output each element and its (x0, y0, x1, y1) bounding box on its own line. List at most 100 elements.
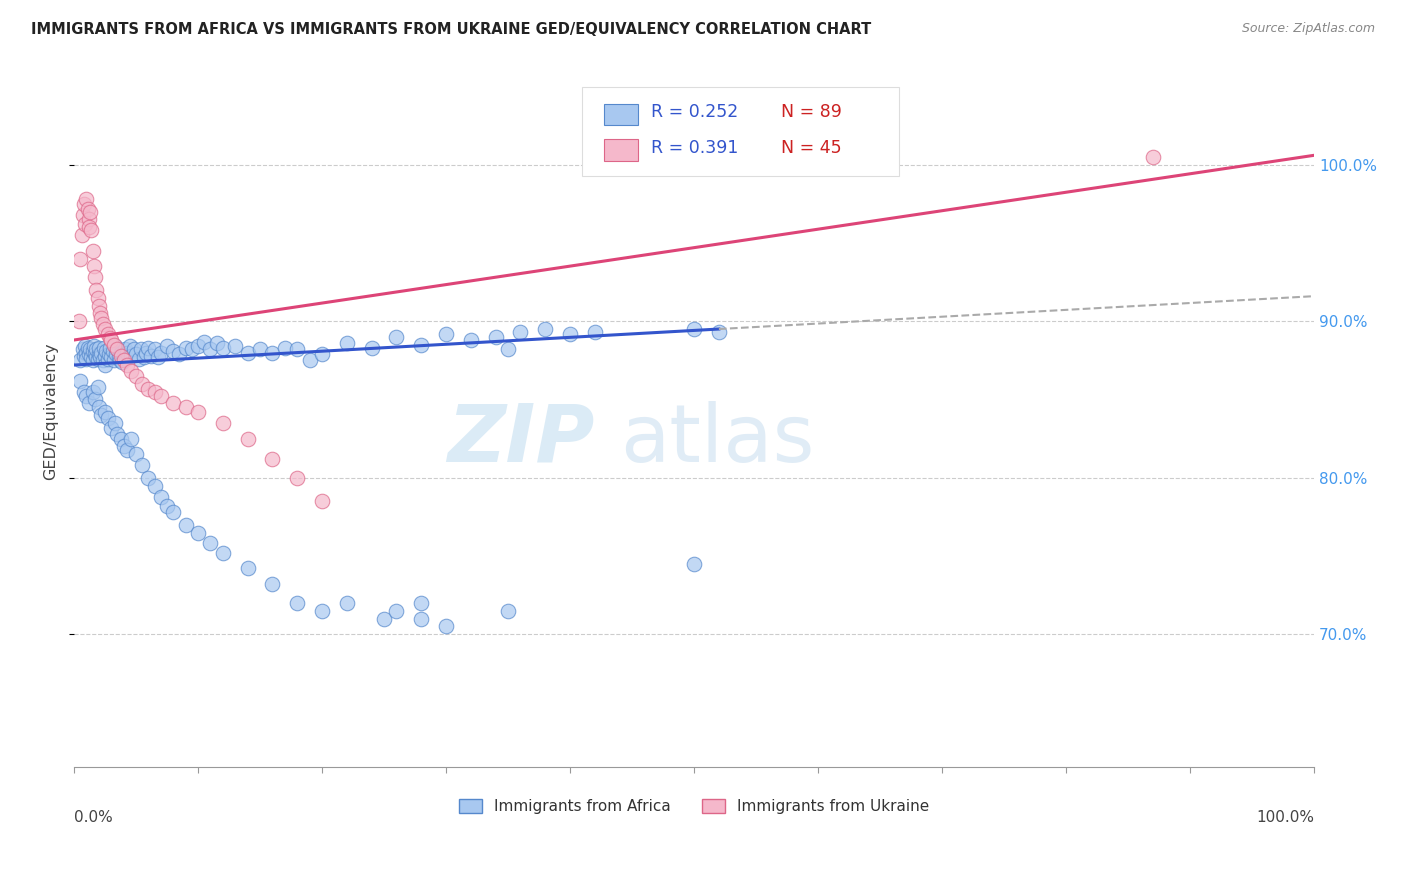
Point (110, 432, 132, 446)
Text: 0.0%: 0.0% (75, 810, 112, 825)
Point (82, 353, 104, 368)
Text: atlas: atlas (620, 401, 814, 479)
Point (262, 452, 284, 467)
Point (156, 499, 179, 513)
Point (336, 596, 359, 610)
Point (125, 369, 148, 384)
Point (138, 382, 160, 396)
Point (82, 244, 104, 258)
Legend: Immigrants from Africa, Immigrants from Ukraine: Immigrants from Africa, Immigrants from … (453, 793, 935, 820)
Point (101, 343, 124, 358)
Point (236, 432, 259, 446)
Point (148, 350, 170, 364)
Point (87, 341, 110, 355)
Point (107, 343, 129, 357)
Point (117, 442, 139, 457)
Point (336, 336, 359, 351)
Point (122, 343, 145, 357)
Point (262, 345, 284, 359)
Point (187, 339, 209, 353)
Point (385, 330, 408, 344)
Point (103, 337, 125, 351)
Point (72, 208, 94, 222)
Point (91, 353, 114, 368)
Point (129, 343, 152, 357)
Point (75, 217, 97, 231)
FancyBboxPatch shape (582, 87, 898, 177)
Point (107, 350, 129, 364)
Point (87, 401, 110, 415)
Point (82, 384, 104, 399)
Point (110, 349, 132, 363)
Point (285, 343, 308, 357)
Point (298, 353, 321, 368)
Point (103, 353, 125, 368)
Point (97, 347, 120, 361)
Point (84, 270, 107, 285)
Point (360, 341, 382, 355)
Point (143, 478, 166, 492)
Point (138, 471, 160, 485)
Point (411, 611, 433, 625)
Point (162, 505, 184, 519)
Point (76, 389, 98, 403)
Point (311, 347, 333, 361)
Point (69, 353, 91, 368)
Point (87, 299, 110, 313)
Point (82, 343, 104, 358)
Point (193, 334, 215, 349)
Point (128, 351, 150, 366)
Point (212, 416, 235, 430)
Point (86, 351, 108, 366)
Point (97, 351, 120, 366)
Point (496, 343, 519, 357)
Point (224, 339, 246, 353)
Point (187, 405, 209, 419)
Point (496, 604, 519, 618)
Point (262, 577, 284, 591)
Point (77, 220, 100, 235)
Point (100, 350, 122, 364)
FancyBboxPatch shape (603, 139, 638, 161)
Point (274, 341, 297, 355)
Point (90, 311, 112, 326)
Point (90, 408, 112, 422)
Point (135, 345, 157, 359)
Point (683, 322, 706, 336)
Point (249, 343, 271, 357)
Point (212, 546, 235, 560)
Point (212, 341, 235, 355)
Point (143, 384, 166, 399)
Point (76, 345, 98, 359)
Point (112, 439, 135, 453)
Text: N = 45: N = 45 (780, 139, 842, 157)
Point (97, 411, 120, 425)
Point (69, 374, 91, 388)
Point (143, 343, 166, 357)
Point (411, 596, 433, 610)
Point (162, 395, 184, 409)
Point (89, 306, 111, 320)
Point (77, 212, 100, 227)
Point (434, 619, 457, 633)
Point (73, 197, 96, 211)
Point (156, 339, 179, 353)
Point (84, 347, 107, 361)
Point (79, 204, 101, 219)
Point (112, 349, 135, 363)
Text: IMMIGRANTS FROM AFRICA VS IMMIGRANTS FROM UKRAINE GED/EQUIVALENCY CORRELATION CH: IMMIGRANTS FROM AFRICA VS IMMIGRANTS FRO… (31, 22, 872, 37)
Point (174, 517, 197, 532)
Point (100, 420, 122, 434)
Point (683, 557, 706, 571)
Point (115, 351, 138, 366)
Point (89, 350, 111, 364)
Point (131, 458, 153, 473)
Point (105, 347, 128, 361)
Point (94, 322, 117, 336)
Point (180, 343, 202, 357)
Point (311, 494, 333, 508)
Point (86, 291, 108, 305)
Point (139, 349, 162, 363)
Point (87, 347, 110, 361)
Point (112, 353, 135, 368)
